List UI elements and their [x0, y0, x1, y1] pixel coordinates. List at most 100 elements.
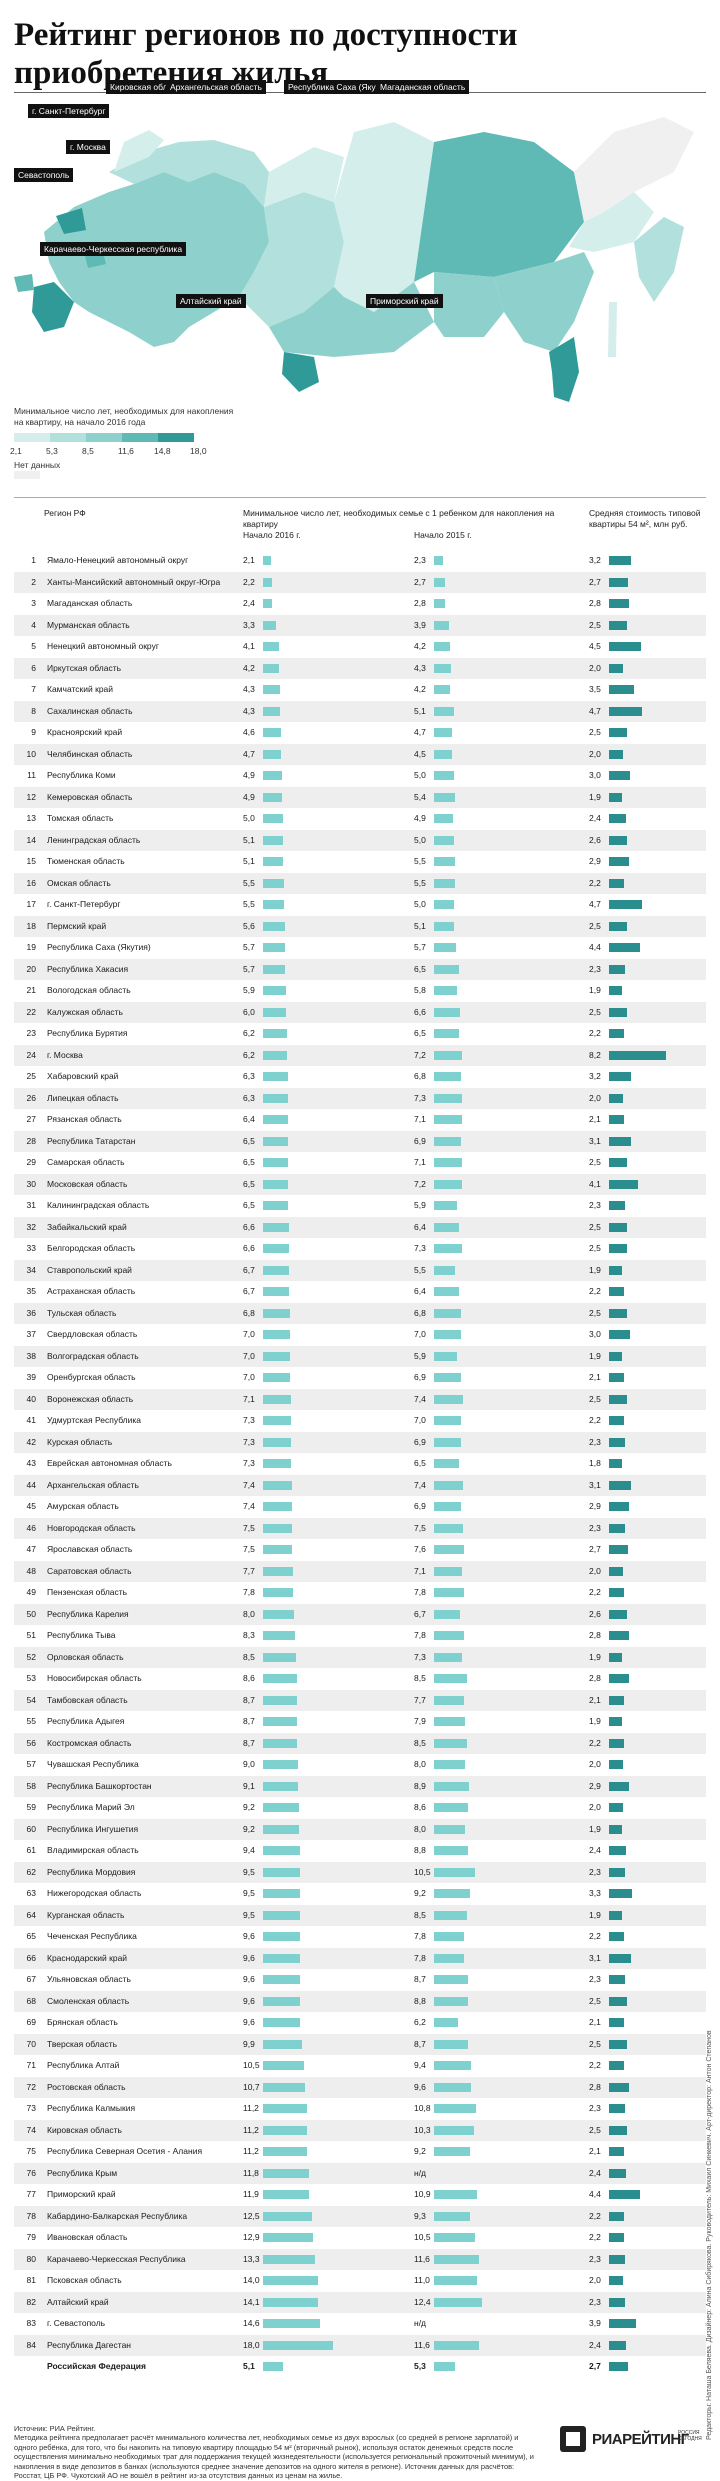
value-2015-cell: 2,8 [414, 598, 426, 608]
value-2015-cell: 5,1 [414, 705, 426, 716]
value-2016-cell: 6,7 [243, 1264, 255, 1275]
bar-2015 [434, 2254, 480, 2264]
value-2016-cell: 9,6 [243, 1952, 255, 1963]
cost-cell: 2,4 [589, 813, 601, 823]
bar-2015 [434, 835, 454, 845]
cost-cell: 2,5 [589, 1006, 601, 1017]
bar-cost [609, 771, 630, 780]
cost-cell: 2,0 [589, 662, 601, 673]
region-cell: Московская область [47, 1178, 128, 1189]
value-2015-cell: 6,9 [414, 1436, 426, 1447]
table-row: 80 Карачаево-Черкесская Республика 13,3 11,… [14, 2248, 706, 2270]
value-2016-cell: 11,2 [243, 2124, 259, 2135]
bar-cost [609, 1201, 626, 1210]
value-2016-cell: 11,2 [243, 2103, 259, 2113]
map-label-sevastopol: Севастополь [14, 168, 74, 182]
bar-2016 [263, 1695, 297, 1705]
value-2016-cell: 9,5 [243, 1909, 255, 1920]
legend-tick: 18,0 [190, 446, 207, 456]
value-2016-cell: 6,6 [243, 1221, 255, 1232]
bar-cost [609, 1867, 626, 1877]
bar-2016 [263, 1201, 289, 1210]
bar-2016 [263, 2319, 320, 2328]
table-row: 44 Архангельская область 7,4 7,4 3,1 [14, 1474, 706, 1496]
cost-cell: 2,5 [589, 2038, 601, 2049]
region-cell: Приморский край [47, 2189, 116, 2199]
bar-cost [609, 642, 641, 651]
bar-cost [609, 1459, 622, 1468]
value-2016-cell: 4,1 [243, 641, 255, 651]
logo-icon [560, 2426, 586, 2452]
region-cell: Тамбовская область [47, 1694, 128, 1705]
bar-cost [609, 2082, 629, 2092]
rank-cell: 82 [26, 2296, 36, 2307]
region-cell: Омская область [47, 877, 111, 888]
table-row: 47 Ярославская область 7,5 7,6 2,7 [14, 1539, 706, 1561]
bar-2015 [434, 2190, 477, 2199]
table-row: 84 Республика Дагестан 18,0 11,6 2,4 [14, 2334, 706, 2356]
bar-2016 [263, 857, 283, 866]
cost-cell: 2,2 [589, 1587, 601, 1597]
value-2015-cell: 6,2 [414, 2017, 426, 2027]
bar-2016 [263, 706, 280, 716]
table-row: 58 Республика Башкортостан 9,1 8,9 2,9 [14, 1775, 706, 1797]
value-2016-cell: 7,3 [243, 1458, 255, 1468]
table-row: 78 Кабардино-Балкарская Республика 12,5 9,3… [14, 2205, 706, 2227]
bar-cost [609, 685, 634, 694]
value-2015-cell: 8,7 [414, 1974, 426, 1984]
value-2015-cell: 7,8 [414, 1952, 426, 1963]
footer-notes: Источник: РИА Рейтинг. Методика рейтинга… [14, 2424, 534, 2480]
region-cell: Магаданская область [47, 598, 133, 608]
value-2016-cell: 6,2 [243, 1028, 255, 1038]
rank-cell: 40 [26, 1393, 36, 1404]
bar-2016 [263, 1953, 301, 1963]
bar-cost [609, 1502, 630, 1511]
region-cell: Воронежская область [47, 1393, 134, 1404]
bar-2016 [263, 1373, 291, 1382]
rank-cell: 44 [26, 1479, 36, 1490]
bar-2015 [434, 1330, 462, 1339]
region-cell: г. Москва [47, 1049, 83, 1060]
russia-choropleth-map: г. Санкт-Петербург Кировская область Арх… [14, 80, 706, 492]
value-2015-cell: 6,9 [414, 1372, 426, 1382]
value-2015-cell: 5,5 [414, 877, 426, 888]
value-2015-cell: 5,9 [414, 1200, 426, 1210]
cost-cell: 2,8 [589, 2081, 601, 2092]
value-2015-cell: 8,5 [414, 1673, 426, 1683]
value-2016-cell: 4,7 [243, 748, 255, 759]
bar-2015 [434, 1953, 465, 1963]
map-region-sakhalin [608, 302, 617, 357]
bar-2016 [263, 1136, 289, 1146]
bar-2016 [263, 1738, 297, 1748]
rank-cell: 71 [26, 2060, 36, 2070]
value-2015-cell: 9,3 [414, 2210, 426, 2221]
bar-2015 [434, 2297, 483, 2307]
bar-2016 [263, 2340, 334, 2350]
bar-2015 [434, 1803, 468, 1812]
cost-cell: 2,3 [589, 1974, 601, 1984]
bar-2016 [263, 1007, 287, 1017]
rank-cell: 80 [26, 2253, 36, 2264]
bar-2015 [434, 2018, 459, 2027]
bar-cost [609, 1566, 623, 1576]
value-2016-cell: 7,0 [243, 1329, 255, 1339]
logo-text: РИАРЕЙТИНГ [592, 2431, 689, 2448]
region-cell: Республика Коми [47, 770, 116, 780]
bar-cost [609, 1889, 633, 1898]
value-2016-cell: 9,0 [243, 1759, 255, 1769]
bar-2015 [434, 1910, 468, 1920]
rank-cell: 21 [26, 985, 36, 995]
col-header-years: Минимальное число лет, необходимых семье… [243, 508, 555, 529]
table-row: 42 Курская область 7,3 6,9 2,3 [14, 1431, 706, 1453]
value-2015-cell: 4,9 [414, 813, 426, 823]
value-2016-cell: 6,5 [243, 1200, 255, 1210]
region-cell: Калужская область [47, 1006, 123, 1017]
value-2015-cell: 6,4 [414, 1286, 426, 1296]
bar-2015 [434, 2340, 480, 2350]
value-2016-cell: 7,0 [243, 1372, 255, 1382]
bar-2016 [263, 1029, 288, 1038]
rank-cell: 23 [26, 1028, 36, 1038]
region-cell: Саратовская область [47, 1565, 132, 1576]
region-cell: Республика Дагестан [47, 2339, 132, 2350]
value-2015-cell: 6,5 [414, 963, 426, 974]
